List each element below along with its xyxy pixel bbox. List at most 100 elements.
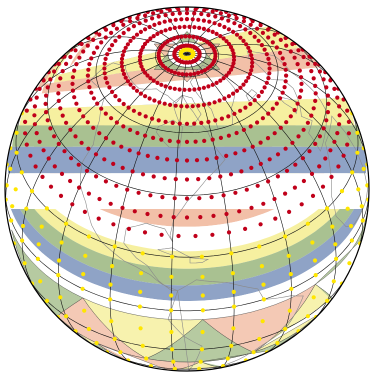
red-point — [121, 22, 126, 27]
red-point — [145, 211, 150, 217]
red-point — [224, 73, 229, 78]
red-point — [34, 131, 39, 136]
red-point — [201, 85, 206, 90]
red-point — [241, 38, 246, 44]
red-point — [138, 61, 143, 66]
yellow-point — [356, 187, 361, 192]
red-point — [243, 105, 248, 110]
red-point — [301, 178, 306, 184]
red-point — [301, 54, 306, 60]
latitude-band — [29, 47, 345, 227]
red-point — [123, 75, 128, 80]
latitude-bands — [5, 7, 369, 320]
red-point — [77, 55, 82, 60]
red-point — [148, 76, 153, 81]
yellow-point — [118, 350, 123, 355]
red-point — [198, 36, 203, 41]
yellow-point — [355, 150, 360, 155]
yellow-point — [231, 289, 236, 294]
red-point — [166, 67, 171, 72]
red-point — [32, 113, 37, 118]
red-point — [335, 95, 340, 100]
red-point — [218, 11, 223, 16]
red-point — [147, 96, 152, 101]
red-point — [284, 168, 290, 173]
red-point — [114, 183, 119, 188]
yellow-point — [171, 359, 176, 364]
latitude-band — [5, 146, 369, 301]
red-point — [147, 24, 152, 30]
red-point — [256, 94, 261, 99]
red-point — [184, 139, 190, 144]
red-point — [196, 103, 201, 108]
red-point — [210, 137, 215, 142]
red-point — [345, 142, 350, 147]
red-point — [74, 101, 79, 106]
red-point — [231, 54, 237, 59]
red-point — [295, 101, 300, 106]
red-point — [250, 144, 255, 149]
red-point — [87, 62, 92, 67]
yellow-point — [10, 204, 15, 209]
red-point — [266, 56, 271, 62]
red-point — [120, 53, 125, 58]
red-point — [142, 230, 148, 235]
red-point — [140, 172, 146, 177]
red-point — [139, 64, 144, 69]
yellow-point — [19, 170, 24, 175]
red-point — [270, 40, 275, 45]
red-point — [121, 124, 126, 129]
yellow-point — [110, 264, 115, 269]
red-point — [310, 193, 316, 198]
latitude-band — [18, 67, 356, 252]
red-point — [168, 102, 173, 107]
red-point — [190, 17, 195, 22]
yellow-point — [345, 206, 350, 211]
red-point — [163, 119, 168, 124]
red-point — [218, 34, 223, 39]
red-point — [73, 134, 78, 139]
red-point — [176, 71, 181, 76]
red-point — [255, 120, 260, 125]
yellow-point — [229, 343, 234, 348]
red-point — [131, 24, 136, 29]
yellow-point — [331, 279, 336, 284]
red-point — [134, 32, 140, 37]
red-point — [179, 34, 184, 39]
red-point — [259, 89, 264, 94]
red-point — [150, 16, 155, 21]
red-point — [119, 60, 124, 65]
red-point — [56, 61, 61, 66]
red-point — [266, 179, 271, 184]
red-point — [282, 85, 287, 90]
red-point — [231, 57, 237, 63]
red-point — [224, 39, 229, 44]
red-point — [346, 131, 351, 136]
red-point — [252, 98, 257, 103]
red-point — [52, 134, 57, 139]
red-point — [323, 156, 328, 161]
red-point — [41, 148, 46, 153]
red-point — [280, 56, 285, 61]
red-point — [93, 152, 99, 157]
red-point — [102, 61, 107, 66]
red-point — [244, 187, 249, 192]
red-point — [70, 75, 75, 80]
red-point — [197, 196, 202, 201]
red-point — [224, 153, 229, 158]
red-point — [204, 157, 209, 162]
red-point — [260, 116, 265, 121]
red-point — [234, 88, 240, 93]
red-point — [226, 94, 231, 99]
latitude-band — [7, 125, 367, 286]
red-point — [168, 26, 173, 31]
red-point — [226, 27, 231, 32]
red-point — [226, 133, 231, 138]
yellow-point — [64, 314, 69, 319]
red-point — [125, 187, 130, 192]
red-point — [243, 226, 248, 231]
red-point — [193, 139, 198, 144]
red-point — [123, 45, 128, 50]
red-point — [326, 101, 331, 106]
